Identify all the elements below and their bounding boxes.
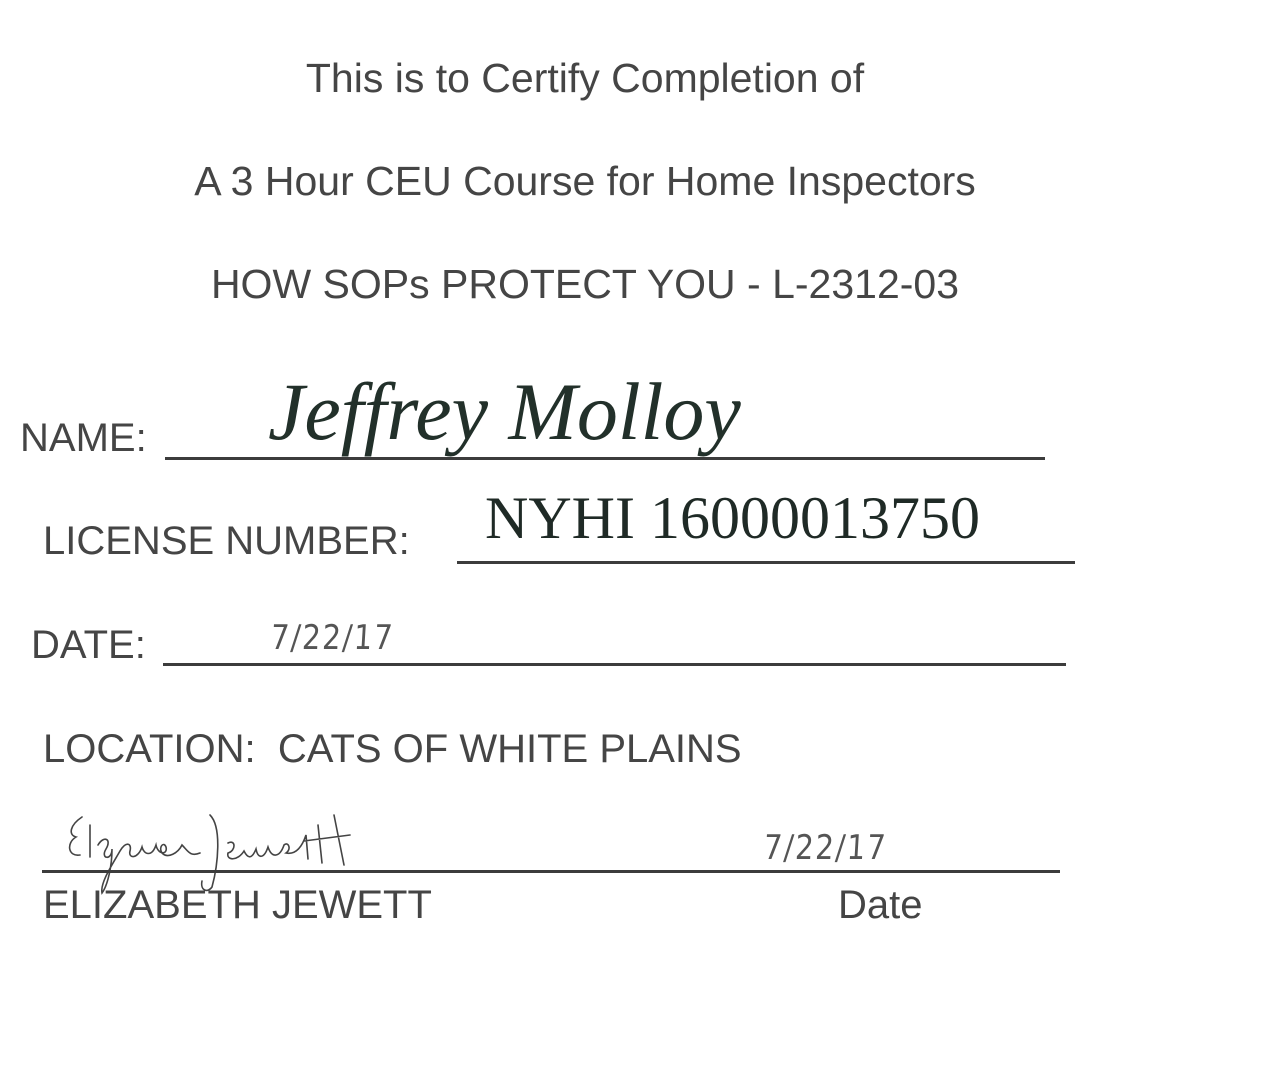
certificate-heading: This is to Certify Completion of — [305, 55, 865, 101]
course-title: HOW SOPs PROTECT YOU - L-2312-03 — [210, 261, 960, 307]
course-description: A 3 Hour CEU Course for Home Inspectors — [194, 158, 976, 204]
signature-image — [68, 814, 351, 895]
signer-name: ELIZABETH JEWETT — [43, 883, 432, 927]
location-line: LOCATION: CATS OF WHITE PLAINS — [43, 727, 742, 772]
date-value-handwritten: 7/22/17 — [269, 618, 396, 658]
license-value: NYHI 16000013750 — [485, 485, 980, 551]
signature-date-label: Date — [838, 883, 923, 927]
date-underline — [163, 663, 1066, 666]
date-label: DATE: — [31, 623, 146, 667]
license-underline — [457, 561, 1075, 564]
name-label: NAME: — [20, 416, 147, 460]
signature-date-handwritten: 7/22/17 — [762, 828, 889, 868]
name-value: Jeffrey Molloy — [268, 366, 741, 457]
signature-line — [42, 870, 1060, 873]
name-underline — [165, 457, 1045, 460]
location-label: LOCATION: — [43, 727, 256, 771]
location-value: CATS OF WHITE PLAINS — [277, 727, 742, 771]
license-label: LICENSE NUMBER: — [43, 519, 410, 563]
